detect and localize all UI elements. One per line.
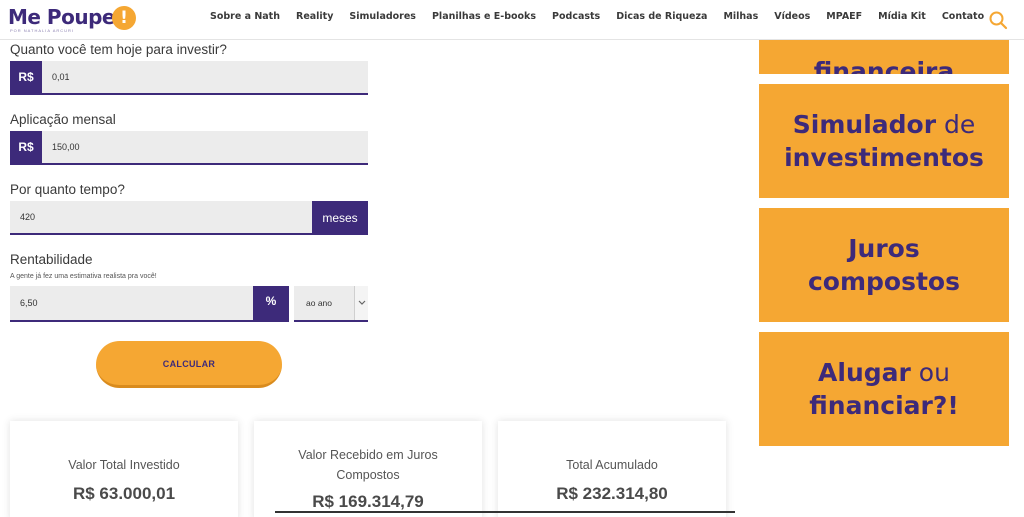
result-value: R$ 169.314,79: [312, 492, 424, 511]
result-label: Total Acumulado: [566, 458, 658, 472]
banner-title-bold: investimentos: [784, 143, 984, 172]
logo-badge: !: [112, 6, 136, 30]
rate-hint: A gente já fez uma estimativa realista p…: [10, 273, 157, 280]
nav-item-simuladores[interactable]: Simuladores: [349, 11, 416, 22]
nav-item-videos[interactable]: Vídeos: [774, 11, 811, 22]
divider: [275, 511, 735, 513]
result-card-interest-received: Valor Recebido em Juros Compostos R$ 169…: [254, 421, 482, 517]
result-card-total-accumulated: Total Acumulado R$ 232.314,80: [498, 421, 726, 517]
banner-title: Juros compostos: [808, 232, 960, 298]
period-label: Por quanto tempo?: [10, 182, 125, 197]
percent-suffix: %: [253, 286, 289, 322]
period-input[interactable]: 420 meses: [10, 201, 368, 235]
site-header: Me Poupe ! POR NATHALIA ARCURI Sobre a N…: [0, 0, 1024, 40]
rate-input[interactable]: 6,50 %: [10, 286, 289, 322]
banner-title-light: de: [936, 110, 976, 139]
result-label: Valor Total Investido: [68, 458, 180, 472]
banner-investment-simulator[interactable]: Simulador de investimentos: [759, 84, 1009, 198]
result-label: Valor Recebido em Juros Compostos: [298, 448, 438, 482]
result-value: R$ 63.000,01: [72, 484, 176, 503]
banner-title: financeira: [814, 55, 955, 74]
monthly-contribution-label: Aplicação mensal: [10, 112, 116, 127]
period-value: 420: [20, 212, 36, 222]
nav-item-planilhas[interactable]: Planilhas e E-books: [431, 11, 537, 22]
rate-label: Rentabilidade: [10, 252, 93, 267]
banner-title-bold: Alugar: [818, 358, 911, 387]
monthly-contribution-value: 150,00: [52, 142, 80, 152]
rate-period-value: ao ano: [306, 298, 332, 308]
banner-title-bold: financiar?!: [809, 391, 959, 420]
nav-item-podcasts[interactable]: Podcasts: [552, 11, 601, 22]
nav-item-sobre-a-nath[interactable]: Sobre a Nath: [210, 11, 280, 22]
currency-prefix: R$: [10, 61, 42, 93]
banner-title: Alugar ou financiar?!: [809, 356, 959, 422]
rate-value: 6,50: [20, 298, 38, 308]
banner-financial-partial[interactable]: financeira: [759, 40, 1009, 74]
banner-title-bold: Simulador: [792, 110, 937, 139]
banner-compound-interest[interactable]: Juros compostos: [759, 208, 1009, 322]
search-icon[interactable]: [988, 10, 1008, 30]
currency-prefix: R$: [10, 131, 42, 163]
logo-tagline: POR NATHALIA ARCURI: [10, 28, 75, 33]
initial-amount-value: 0,01: [52, 72, 70, 82]
result-card-total-invested: Valor Total Investido R$ 63.000,01: [10, 421, 238, 517]
result-value: R$ 232.314,80: [556, 484, 668, 503]
banner-title: Simulador de investimentos: [784, 108, 984, 174]
initial-amount-label: Quanto você tem hoje para investir?: [10, 42, 227, 57]
nav-item-midia-kit[interactable]: Mídia Kit: [878, 11, 926, 22]
main-nav: Sobre a Nath Reality Simuladores Planilh…: [210, 11, 1000, 22]
nav-item-dicas-de-riqueza[interactable]: Dicas de Riqueza: [616, 11, 708, 22]
banner-rent-or-finance[interactable]: Alugar ou financiar?!: [759, 332, 1009, 446]
monthly-contribution-input[interactable]: R$ 150,00: [10, 131, 368, 165]
banner-title-bold: Juros: [848, 234, 920, 263]
chevron-down-icon: [354, 286, 368, 320]
banner-title-light: ou: [910, 358, 950, 387]
banner-title-bold: compostos: [807, 267, 960, 296]
nav-item-reality[interactable]: Reality: [296, 11, 334, 22]
banner-title-partial: financeira: [813, 57, 955, 74]
nav-item-contato[interactable]: Contato: [941, 11, 985, 22]
rate-period-select[interactable]: ao ano: [294, 286, 368, 322]
logo[interactable]: Me Poupe ! POR NATHALIA ARCURI: [8, 3, 136, 37]
nav-item-mpaef[interactable]: MPAEF: [826, 11, 863, 22]
months-suffix: meses: [312, 201, 368, 235]
calculate-button[interactable]: CALCULAR: [96, 341, 282, 388]
nav-item-milhas[interactable]: Milhas: [723, 11, 759, 22]
initial-amount-input[interactable]: R$ 0,01: [10, 61, 368, 95]
logo-text: Me Poupe: [8, 5, 115, 29]
